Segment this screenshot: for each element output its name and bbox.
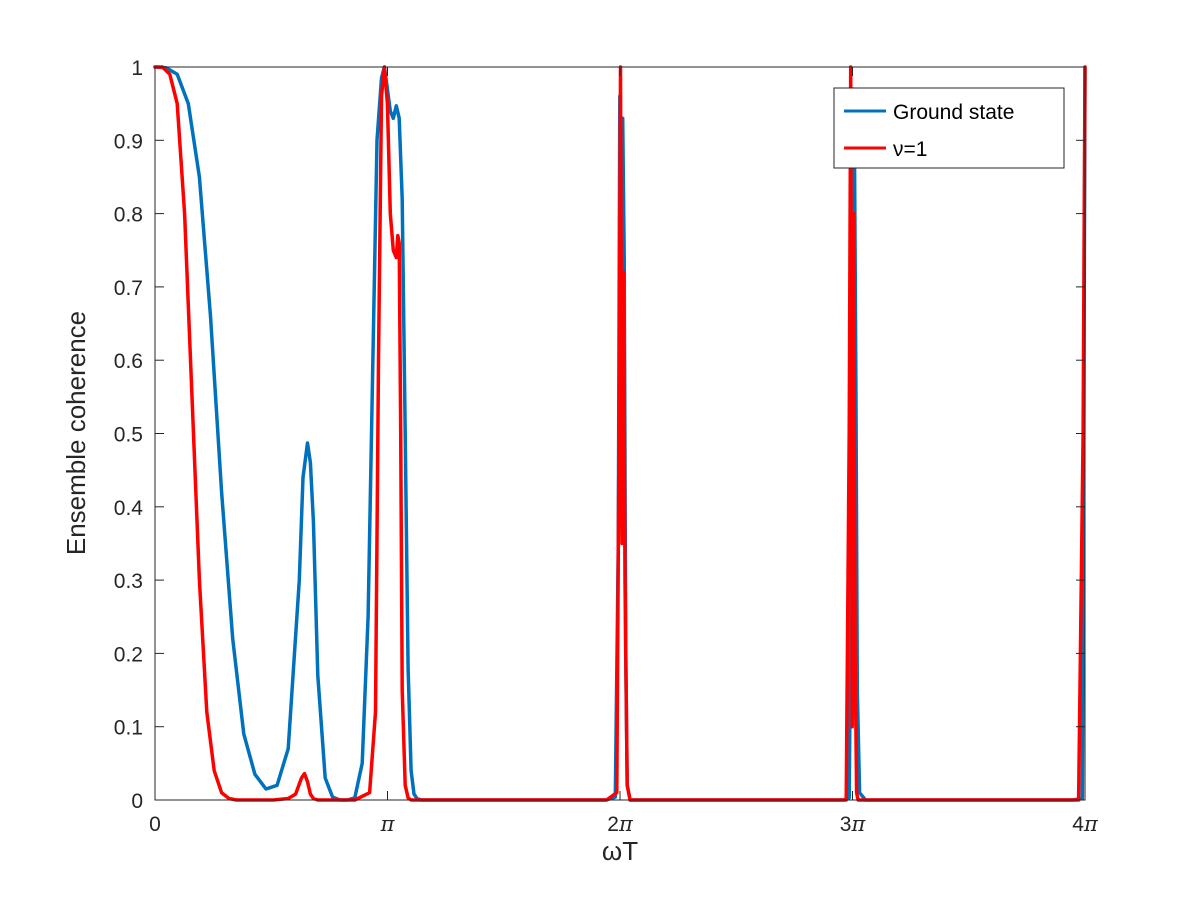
y-tick-label: 0.9 — [114, 130, 143, 153]
x-tick-label: 4π — [1072, 812, 1099, 836]
x-axis-ticks — [154, 67, 1086, 800]
y-tick-label: 0.5 — [114, 424, 143, 447]
x-axis-tick-labels: 0 π 2π 3π 4π — [149, 812, 1099, 836]
x-tick-label: 3π — [840, 812, 867, 836]
y-tick-label: 0.1 — [114, 717, 143, 740]
x-axis-label: ωT — [602, 836, 638, 866]
y-tick-label: 0 — [131, 790, 143, 813]
legend-box — [833, 87, 1065, 169]
y-axis-ticks — [155, 66, 1085, 801]
x-tick-label: 2π — [607, 812, 634, 836]
y-axis-label: Ensemble coherence — [61, 311, 91, 555]
y-tick-label: 0.8 — [114, 204, 143, 227]
legend-label-nu-1: ν=1 — [893, 138, 927, 161]
y-tick-label: 0.7 — [114, 277, 143, 300]
x-tick-label: π — [380, 812, 396, 836]
y-tick-label: 0.3 — [114, 570, 143, 593]
y-tick-label: 0.4 — [114, 497, 144, 520]
legend-label-ground-state: Ground state — [893, 101, 1014, 124]
y-axis-tick-labels: 0 0.1 0.2 0.3 0.4 0.5 0.6 0.7 0.8 0.9 1 — [114, 57, 144, 813]
y-tick-label: 0.2 — [114, 643, 143, 666]
legend: Ground state ν=1 — [833, 87, 1065, 169]
y-tick-label: 1 — [131, 57, 143, 80]
x-tick-label: 0 — [149, 813, 161, 836]
y-tick-label: 0.6 — [114, 350, 143, 373]
